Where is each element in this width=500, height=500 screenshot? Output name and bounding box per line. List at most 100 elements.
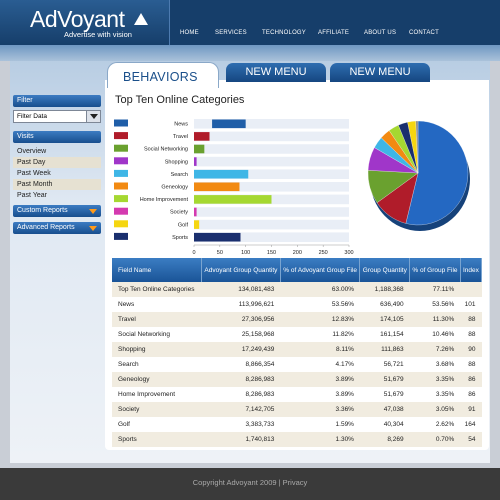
table-cell: 7,142,705	[201, 402, 281, 417]
table-row: Geneology 8,286,983 3.89% 51,679 3.35% 86	[112, 372, 482, 387]
nav-contact[interactable]: CONTACT	[409, 30, 439, 36]
legend-swatch	[114, 157, 128, 165]
footer-text: Copyright Advoyant 2009 | Privacy	[192, 478, 308, 487]
table-cell: 27,306,956	[201, 312, 281, 327]
table-cell: 3.35%	[435, 391, 455, 398]
table-cell: 88	[468, 361, 476, 368]
table-cell: 2.62%	[435, 421, 455, 428]
bar-track	[194, 207, 349, 217]
table-cell: 54	[460, 432, 482, 447]
sidebar-item-past-week[interactable]: Past Week	[17, 170, 51, 177]
legend-swatch	[114, 119, 128, 127]
top-nav: HOME SERVICES TECHNOLOGY AFFILIATE ABOUT…	[170, 30, 500, 42]
sidebar-item-past-month[interactable]: Past Month	[13, 179, 101, 190]
bar-chart: News Travel Social Networking Shopping Searc…	[114, 119, 354, 255]
sidebar-item-past-year[interactable]: Past Year	[17, 192, 47, 199]
table-cell: 174,105	[359, 312, 410, 327]
category-label: Travel	[173, 134, 188, 140]
column-header: % of Group File	[409, 258, 461, 282]
bar	[194, 207, 197, 217]
table-cell: 88	[468, 331, 476, 338]
tab-new-menu-2[interactable]: NEW MENU	[330, 63, 430, 82]
table-cell: 8,286,983	[245, 391, 275, 398]
logo-area[interactable]: AdVoyant Advertise with vision	[0, 0, 170, 45]
nav-services[interactable]: SERVICES	[215, 30, 247, 36]
custom-reports-button[interactable]: Custom Reports	[13, 205, 101, 217]
column-header: Group Quantity	[359, 258, 411, 282]
table-row: Top Ten Online Categories 134,081,483 63.0…	[112, 282, 482, 297]
table-cell: 164	[464, 421, 476, 428]
table-row: Shopping 17,249,439 8.11% 111,863 7.26% 90	[112, 342, 482, 357]
sidebar-item-overview[interactable]: Overview	[17, 148, 47, 155]
category-label: Search	[171, 172, 188, 178]
category-label: Shopping	[165, 159, 188, 165]
advanced-reports-button[interactable]: Advanced Reports	[13, 222, 101, 234]
nav-about-us[interactable]: ABOUT US	[364, 30, 397, 36]
category-label: Home Improvement	[140, 197, 189, 203]
logo-triangle-icon	[134, 13, 148, 25]
sidebar: Filter Filter Data Visits Overview Past …	[13, 95, 101, 237]
chevron-down-icon	[89, 226, 97, 231]
table-header-row: Field Name Advoyant Group Quantity% of Ad…	[112, 258, 483, 282]
tab-new-menu-1[interactable]: NEW MENU	[226, 63, 326, 82]
x-tick-label: 150	[267, 250, 276, 255]
table-cell: 1.30%	[280, 432, 360, 447]
bar-track	[194, 219, 349, 230]
table-cell: 77.11%	[409, 282, 461, 297]
bar	[194, 195, 272, 204]
table-cell: 86	[468, 391, 476, 398]
column-header: Index	[460, 258, 483, 282]
table-cell: 53.56%	[432, 301, 455, 308]
x-tick-label: 100	[241, 250, 250, 255]
table-cell: 88	[460, 312, 482, 327]
table-cell: Geneology	[112, 372, 202, 387]
table-cell: Social Networking	[118, 331, 171, 338]
table-cell: News	[118, 301, 135, 308]
table-cell: 134,081,483	[201, 282, 281, 297]
legend-swatch	[114, 220, 128, 228]
table-cell: 101	[464, 301, 476, 308]
table-row: Search 8,866,354 4.17% 56,721 3.68% 88	[112, 357, 482, 372]
table-row: News 113,996,621 53.56% 636,490 53.56% 101	[112, 297, 482, 312]
legend-swatch	[114, 207, 128, 215]
bar	[194, 144, 205, 154]
table-cell: 1,740,813	[201, 432, 281, 447]
bar	[194, 169, 249, 179]
column-header: % of Advoyant Group File	[280, 258, 361, 282]
x-tick-label: 300	[344, 250, 353, 255]
nav-home[interactable]: HOME	[180, 30, 199, 36]
table-cell: 11.82%	[332, 331, 354, 338]
table-row: Social Networking 25,158,968 11.82% 161,154…	[112, 327, 482, 342]
nav-technology[interactable]: TECHNOLOGY	[262, 30, 307, 36]
advanced-reports-label: Advanced Reports	[17, 224, 75, 231]
table-cell: 636,490	[380, 301, 404, 308]
data-table: Field Name Advoyant Group Quantity% of Ad…	[112, 258, 483, 447]
table-cell: Sports	[112, 432, 202, 447]
tab-behaviors[interactable]: BEHAVIORS	[107, 62, 219, 88]
category-label: Social Networking	[144, 147, 188, 153]
table-cell: 40,304	[383, 421, 404, 428]
chevron-down-icon[interactable]	[86, 111, 100, 122]
table-cell: 8.11%	[280, 342, 360, 357]
nav-affiliate[interactable]: AFFILIATE	[318, 30, 350, 36]
bar-track	[194, 119, 349, 129]
table-cell: 10.46%	[432, 331, 455, 338]
table-cell: Top Ten Online Categories	[112, 282, 202, 297]
table-cell: 17,249,439	[201, 342, 281, 357]
legend-swatch	[114, 144, 128, 152]
filter-select[interactable]: Filter Data	[13, 110, 101, 123]
table-cell: 8,269	[359, 432, 410, 447]
table-cell: 8,866,354	[245, 361, 275, 368]
table-cell: 3.89%	[335, 391, 354, 398]
footer: Copyright Advoyant 2009 | Privacy	[0, 468, 500, 500]
sidebar-item-past-day[interactable]: Past Day	[13, 157, 101, 168]
table-cell: Search	[118, 361, 139, 368]
bar	[194, 220, 200, 229]
table-row: Golf 3,383,733 1.59% 40,304 2.62% 164	[112, 417, 482, 432]
bar	[194, 132, 210, 141]
bar-track	[194, 131, 349, 142]
legend-swatch	[114, 232, 128, 240]
pie-slice	[405, 120, 469, 226]
table-cell: 111,863	[359, 342, 410, 357]
table-cell: 56,721	[383, 361, 404, 368]
